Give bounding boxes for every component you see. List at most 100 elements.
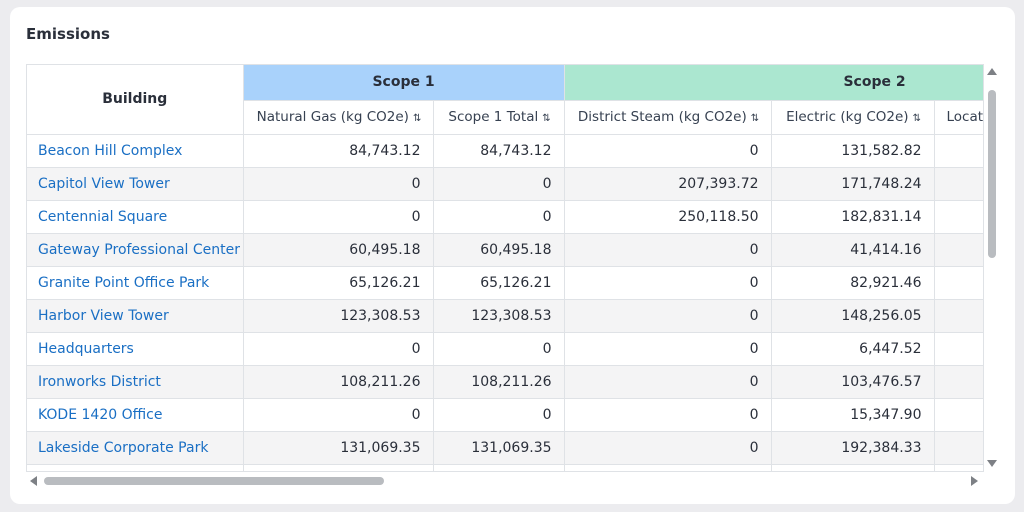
cell-district-steam: 0 <box>564 332 772 366</box>
table-row: Headquarters 0 0 0 6,447.52 <box>27 332 983 366</box>
natural-gas-column-header[interactable]: Natural Gas (kg CO2e) ⇅ <box>243 100 434 135</box>
emissions-table: Building Scope 1 Scope 2 Natural Gas (kg… <box>27 65 983 471</box>
building-column-header: Building <box>27 65 244 135</box>
table-row: Gateway Professional Center 60,495.18 60,4… <box>27 233 983 267</box>
cell-location <box>934 200 983 234</box>
cell-district-steam: 0 <box>564 365 772 399</box>
table-row: KODE 1420 Office 0 0 0 15,347.90 <box>27 398 983 432</box>
cell-natural-gas: 0 <box>243 167 434 201</box>
electric-column-header[interactable]: Electric (kg CO2e) ⇅ <box>771 100 935 135</box>
cell-location <box>934 299 983 333</box>
building-link[interactable] <box>27 464 244 471</box>
cell-district-steam: 207,393.72 <box>564 167 772 201</box>
scope1-total-column-header[interactable]: Scope 1 Total ⇅ <box>433 100 565 135</box>
cell-scope1-total: 108,211.26 <box>433 365 565 399</box>
building-link[interactable]: Beacon Hill Complex <box>27 134 244 168</box>
cell-natural-gas: 84,743.12 <box>243 134 434 168</box>
building-link[interactable]: Headquarters <box>27 332 244 366</box>
cell-natural-gas: 131,069.35 <box>243 431 434 465</box>
cell-district-steam: 0 <box>564 134 772 168</box>
district-steam-column-header[interactable]: District Steam (kg CO2e) ⇅ <box>564 100 772 135</box>
cell-electric: 148,256.05 <box>771 299 935 333</box>
cell-scope1-total: 84,743.12 <box>433 134 565 168</box>
card-title: Emissions <box>26 25 110 43</box>
cell-natural-gas: 60,495.18 <box>243 233 434 267</box>
table-row: Lakeside Corporate Park 131,069.35 131,069… <box>27 431 983 465</box>
building-link[interactable]: Centennial Square <box>27 200 244 234</box>
table-row: Capitol View Tower 0 0 207,393.72 171,748.24 <box>27 167 983 201</box>
vertical-scrollbar[interactable] <box>985 64 999 472</box>
cell-natural-gas: 65,126.21 <box>243 266 434 300</box>
cell-scope1-total <box>433 464 565 471</box>
cell-electric: 6,447.52 <box>771 332 935 366</box>
triangle-right-icon[interactable] <box>971 476 978 486</box>
building-link[interactable]: Lakeside Corporate Park <box>27 431 244 465</box>
cell-district-steam: 0 <box>564 266 772 300</box>
location-column-header[interactable]: Locat <box>934 100 983 135</box>
cell-electric: 103,476.57 <box>771 365 935 399</box>
emissions-card: Emissions Building Scope 1 Scope 2 Natur… <box>10 7 1015 504</box>
cell-electric: 131,582.82 <box>771 134 935 168</box>
scope2-group-header: Scope 2 <box>564 65 983 101</box>
table-row: Beacon Hill Complex 84,743.12 84,743.12 0 13… <box>27 134 983 168</box>
horizontal-scrollbar[interactable] <box>26 474 984 488</box>
sort-icon[interactable]: ⇅ <box>750 113 760 124</box>
building-link[interactable]: KODE 1420 Office <box>27 398 244 432</box>
building-link[interactable]: Harbor View Tower <box>27 299 244 333</box>
table-row: Harbor View Tower 123,308.53 123,308.53 0 14… <box>27 299 983 333</box>
cell-district-steam: 250,118.50 <box>564 200 772 234</box>
cell-electric: 192,384.33 <box>771 431 935 465</box>
cell-district-steam <box>564 464 772 471</box>
cell-location <box>934 332 983 366</box>
cell-electric: 41,414.16 <box>771 233 935 267</box>
cell-scope1-total: 65,126.21 <box>433 266 565 300</box>
scope1-group-header: Scope 1 <box>243 65 565 101</box>
cell-electric: 82,921.46 <box>771 266 935 300</box>
cell-natural-gas <box>243 464 434 471</box>
building-link[interactable]: Granite Point Office Park <box>27 266 244 300</box>
cell-scope1-total: 0 <box>433 200 565 234</box>
sort-icon[interactable]: ⇅ <box>542 113 551 124</box>
cell-scope1-total: 0 <box>433 332 565 366</box>
cell-location <box>934 398 983 432</box>
cell-electric <box>771 464 935 471</box>
building-link[interactable]: Ironworks District <box>27 365 244 399</box>
cell-natural-gas: 0 <box>243 398 434 432</box>
cell-electric: 171,748.24 <box>771 167 935 201</box>
table-row: Granite Point Office Park 65,126.21 65,126… <box>27 266 983 300</box>
cell-electric: 15,347.90 <box>771 398 935 432</box>
cell-natural-gas: 0 <box>243 200 434 234</box>
sort-icon[interactable]: ⇅ <box>912 113 922 124</box>
cell-natural-gas: 123,308.53 <box>243 299 434 333</box>
building-link[interactable]: Capitol View Tower <box>27 167 244 201</box>
cell-district-steam: 0 <box>564 398 772 432</box>
cell-district-steam: 0 <box>564 233 772 267</box>
cell-scope1-total: 123,308.53 <box>433 299 565 333</box>
cell-location <box>934 233 983 267</box>
cell-scope1-total: 131,069.35 <box>433 431 565 465</box>
cell-scope1-total: 60,495.18 <box>433 233 565 267</box>
table-row: Centennial Square 0 0 250,118.50 182,831.14 <box>27 200 983 234</box>
cell-district-steam: 0 <box>564 299 772 333</box>
table-viewport: Building Scope 1 Scope 2 Natural Gas (kg… <box>26 64 984 472</box>
cell-location <box>934 365 983 399</box>
cell-location <box>934 134 983 168</box>
triangle-left-icon[interactable] <box>30 476 37 486</box>
triangle-down-icon[interactable] <box>987 460 997 467</box>
cell-location <box>934 266 983 300</box>
cell-district-steam: 0 <box>564 431 772 465</box>
sort-icon[interactable]: ⇅ <box>412 113 422 124</box>
cell-natural-gas: 108,211.26 <box>243 365 434 399</box>
horizontal-scroll-thumb[interactable] <box>44 477 384 485</box>
cell-electric: 182,831.14 <box>771 200 935 234</box>
cell-location <box>934 464 983 471</box>
cell-location <box>934 431 983 465</box>
table-row: Ironworks District 108,211.26 108,211.26 0 1… <box>27 365 983 399</box>
table-row <box>27 464 983 471</box>
vertical-scroll-thumb[interactable] <box>988 90 996 258</box>
cell-scope1-total: 0 <box>433 398 565 432</box>
triangle-up-icon[interactable] <box>987 68 997 75</box>
cell-natural-gas: 0 <box>243 332 434 366</box>
building-link[interactable]: Gateway Professional Center <box>27 233 244 267</box>
cell-scope1-total: 0 <box>433 167 565 201</box>
